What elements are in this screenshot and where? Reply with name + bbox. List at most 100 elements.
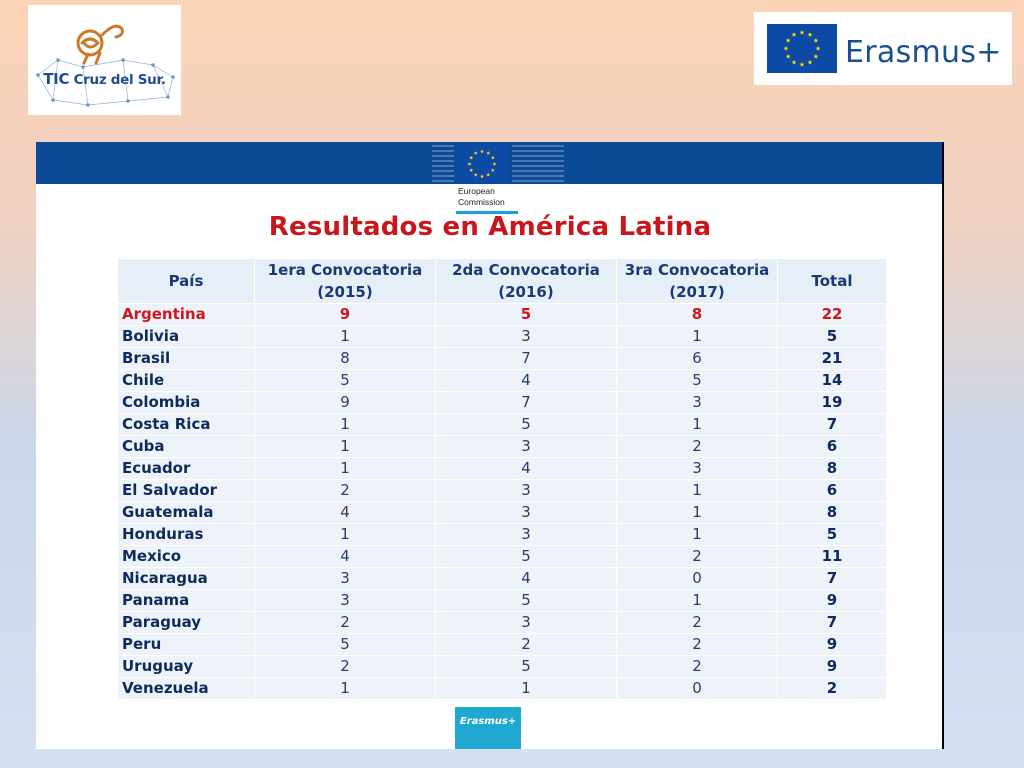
header-convocatoria-2: 2da Convocatoria (2016) — [435, 258, 617, 304]
eu-flag-icon — [767, 24, 837, 73]
results-table: País 1era Convocatoria (2015) 2da Convoc… — [117, 258, 887, 700]
cell-convocatoria-1: 4 — [254, 545, 436, 568]
table-row: Peru 5 2 2 9 — [117, 633, 887, 656]
cell-convocatoria-3: 1 — [616, 589, 778, 612]
cell-convocatoria-1: 4 — [254, 501, 436, 524]
cell-convocatoria-2: 5 — [435, 413, 617, 436]
eu-star-icon — [785, 37, 791, 43]
erasmus-footer-badge: Erasmus+ — [455, 707, 521, 749]
cell-convocatoria-2: 1 — [435, 677, 617, 700]
cell-convocatoria-2: 4 — [435, 369, 617, 392]
cell-convocatoria-3: 1 — [616, 523, 778, 546]
cell-total: 7 — [777, 413, 887, 436]
cell-country: Ecuador — [117, 457, 255, 480]
cell-country: Colombia — [117, 391, 255, 414]
eu-star-icon — [473, 172, 478, 177]
cell-convocatoria-3: 2 — [616, 655, 778, 678]
header-convocatoria-3: 3ra Convocatoria (2017) — [616, 258, 778, 304]
cell-country: Honduras — [117, 523, 255, 546]
header-pais: País — [117, 258, 255, 304]
network-dots-icon — [36, 24, 175, 107]
cell-convocatoria-2: 3 — [435, 611, 617, 634]
table-row: El Salvador 2 3 1 6 — [117, 479, 887, 502]
header-c1-line2: (2015) — [317, 283, 373, 301]
cell-convocatoria-1: 3 — [254, 589, 436, 612]
table-row: Guatemala 4 3 1 8 — [117, 501, 887, 524]
eu-star-icon — [791, 59, 797, 65]
cell-convocatoria-1: 2 — [254, 611, 436, 634]
eu-star-icon — [486, 172, 491, 177]
cell-total: 11 — [777, 545, 887, 568]
cell-convocatoria-1: 5 — [254, 369, 436, 392]
cell-convocatoria-3: 6 — [616, 347, 778, 370]
cell-country: Bolivia — [117, 325, 255, 348]
cell-convocatoria-1: 8 — [254, 347, 436, 370]
cell-convocatoria-3: 1 — [616, 479, 778, 502]
eu-star-icon — [807, 59, 813, 65]
logo-text: TIC Cruz del Sur. — [28, 70, 181, 88]
cell-total: 9 — [777, 633, 887, 656]
cell-country: Mexico — [117, 545, 255, 568]
logo-text-tic: TIC — [43, 70, 70, 88]
cell-country: Venezuela — [117, 677, 255, 700]
eu-star-icon — [783, 45, 789, 51]
cell-convocatoria-3: 5 — [616, 369, 778, 392]
cell-convocatoria-2: 4 — [435, 567, 617, 590]
cell-total: 7 — [777, 611, 887, 634]
eu-star-icon — [785, 53, 791, 59]
cell-total: 14 — [777, 369, 887, 392]
cell-convocatoria-2: 3 — [435, 523, 617, 546]
eu-star-icon — [473, 151, 478, 155]
cell-country: Argentina — [117, 303, 255, 326]
slide-title: Resultados en América Latina — [268, 212, 712, 242]
eu-star-icon — [486, 151, 491, 155]
eu-star-icon — [480, 149, 484, 154]
table-row: Venezuela 1 1 0 2 — [117, 677, 887, 700]
cell-convocatoria-1: 1 — [254, 435, 436, 458]
eu-star-icon — [813, 53, 819, 59]
cell-convocatoria-2: 3 — [435, 479, 617, 502]
cell-total: 22 — [777, 303, 887, 326]
european-commission-logo: European Commission — [428, 142, 568, 214]
cell-convocatoria-2: 5 — [435, 655, 617, 678]
cell-convocatoria-3: 0 — [616, 567, 778, 590]
ec-accent-line — [456, 211, 518, 214]
cell-convocatoria-1: 9 — [254, 391, 436, 414]
cell-country: El Salvador — [117, 479, 255, 502]
eu-star-icon — [815, 45, 821, 51]
table-row: Mexico 4 5 2 11 — [117, 545, 887, 568]
cell-total: 5 — [777, 523, 887, 546]
table-row: Brasil 8 7 6 21 — [117, 347, 887, 370]
cell-convocatoria-3: 1 — [616, 413, 778, 436]
eu-star-icon — [490, 168, 495, 172]
cell-country: Nicaragua — [117, 567, 255, 590]
cell-convocatoria-3: 2 — [616, 545, 778, 568]
cell-convocatoria-2: 5 — [435, 303, 617, 326]
cell-convocatoria-2: 5 — [435, 545, 617, 568]
cell-convocatoria-3: 2 — [616, 633, 778, 656]
slide-edge — [942, 142, 944, 749]
cell-convocatoria-3: 8 — [616, 303, 778, 326]
eu-star-icon — [813, 37, 819, 43]
cell-convocatoria-2: 7 — [435, 391, 617, 414]
cell-total: 6 — [777, 479, 887, 502]
eu-flag-small-icon — [456, 145, 508, 183]
cell-convocatoria-2: 7 — [435, 347, 617, 370]
table-row: Costa Rica 1 5 1 7 — [117, 413, 887, 436]
header-c2-line2: (2016) — [498, 283, 554, 301]
eu-star-icon — [492, 161, 497, 166]
table-row: Panama 3 5 1 9 — [117, 589, 887, 612]
cell-convocatoria-3: 1 — [616, 501, 778, 524]
cell-convocatoria-2: 4 — [435, 457, 617, 480]
cell-convocatoria-3: 1 — [616, 325, 778, 348]
cell-country: Paraguay — [117, 611, 255, 634]
table-row: Colombia 9 7 3 19 — [117, 391, 887, 414]
header-c1-line1: 1era Convocatoria — [267, 261, 423, 279]
header-c3-line2: (2017) — [669, 283, 725, 301]
cell-convocatoria-2: 3 — [435, 325, 617, 348]
cell-convocatoria-3: 0 — [616, 677, 778, 700]
cell-country: Costa Rica — [117, 413, 255, 436]
eu-star-icon — [469, 168, 474, 172]
table-row: Paraguay 2 3 2 7 — [117, 611, 887, 634]
cell-convocatoria-2: 5 — [435, 589, 617, 612]
